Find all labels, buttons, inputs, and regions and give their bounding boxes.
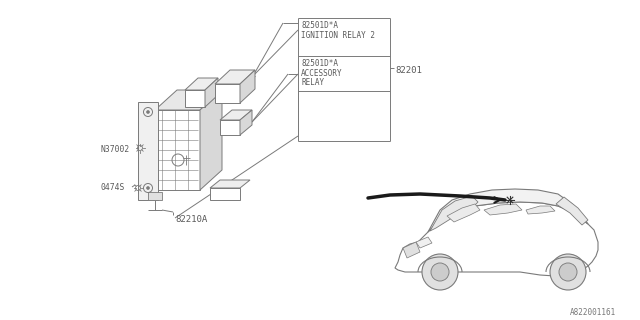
Polygon shape [484, 204, 522, 215]
Text: ACCESSORY: ACCESSORY [301, 69, 342, 78]
Polygon shape [210, 188, 240, 200]
Polygon shape [200, 90, 222, 190]
Polygon shape [210, 180, 250, 188]
Text: 82501D*A: 82501D*A [301, 59, 338, 68]
Polygon shape [220, 120, 240, 135]
Polygon shape [138, 102, 158, 200]
Polygon shape [395, 202, 598, 276]
Polygon shape [403, 242, 420, 258]
Polygon shape [556, 197, 588, 225]
Polygon shape [447, 204, 480, 222]
Text: N37002: N37002 [100, 145, 129, 154]
Polygon shape [220, 110, 252, 120]
Polygon shape [526, 206, 555, 214]
Text: 0474S: 0474S [100, 183, 124, 192]
Polygon shape [205, 78, 218, 107]
Text: A822001161: A822001161 [570, 308, 616, 317]
Polygon shape [155, 90, 222, 110]
Circle shape [422, 254, 458, 290]
Polygon shape [240, 110, 252, 135]
Polygon shape [215, 84, 240, 103]
Circle shape [147, 187, 150, 189]
Circle shape [559, 263, 577, 281]
Polygon shape [155, 110, 200, 190]
Circle shape [147, 110, 150, 114]
Polygon shape [428, 189, 588, 232]
Polygon shape [416, 237, 432, 248]
Text: 82201: 82201 [395, 66, 422, 75]
Polygon shape [185, 90, 205, 107]
Polygon shape [185, 78, 218, 90]
Text: 82210A: 82210A [175, 215, 207, 224]
Polygon shape [148, 192, 162, 200]
Circle shape [431, 263, 449, 281]
Polygon shape [240, 70, 255, 103]
Text: IGNITION RELAY 2: IGNITION RELAY 2 [301, 31, 375, 40]
Text: 82501D*A: 82501D*A [301, 21, 338, 30]
Polygon shape [215, 70, 255, 84]
Polygon shape [430, 196, 478, 231]
Text: RELAY: RELAY [301, 78, 324, 87]
Circle shape [550, 254, 586, 290]
